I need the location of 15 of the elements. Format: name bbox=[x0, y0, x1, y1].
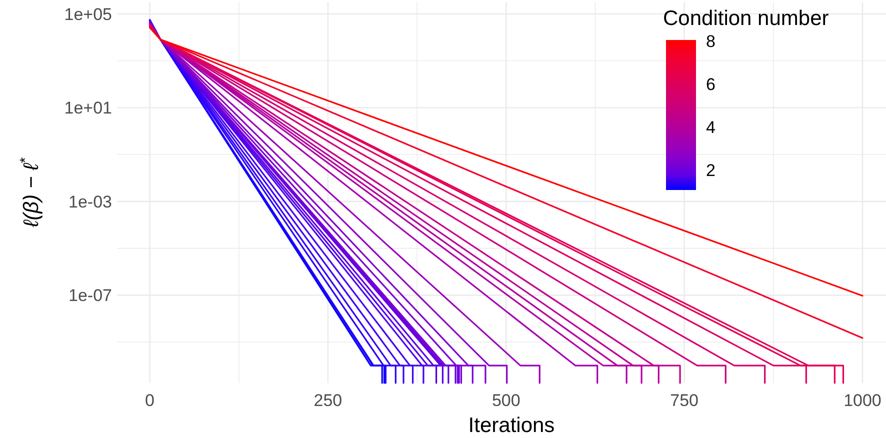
x-tick-label: 250 bbox=[314, 391, 342, 410]
annotation: 6 bbox=[706, 75, 716, 94]
x-tick-label: 1000 bbox=[844, 391, 882, 410]
y-tick-label: 1e+01 bbox=[64, 98, 112, 118]
y-tick-label: 1e-07 bbox=[68, 286, 112, 306]
annotation: 2 bbox=[706, 161, 716, 180]
x-tick-label: 750 bbox=[670, 391, 698, 410]
x-tick-label: 0 bbox=[145, 391, 155, 410]
x-tick-label: 500 bbox=[492, 391, 520, 410]
annotation: 8 bbox=[706, 32, 716, 51]
y-tick-label: 1e-03 bbox=[68, 192, 112, 212]
annotation: 4 bbox=[706, 118, 716, 137]
y-tick-label: 1e+05 bbox=[64, 4, 112, 24]
x-axis-title: Iterations bbox=[468, 414, 555, 437]
color-bar-title: Condition number bbox=[663, 7, 829, 30]
